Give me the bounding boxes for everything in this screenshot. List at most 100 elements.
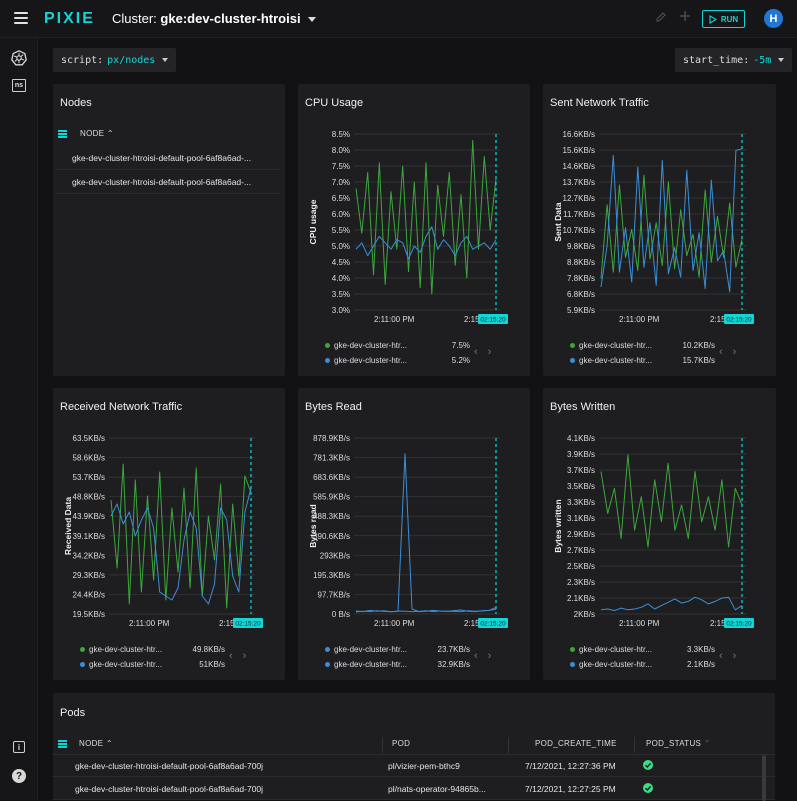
y-tick-label: 2.5KB/s (567, 562, 595, 571)
cluster-selector[interactable]: Cluster: gke:dev-cluster-htroisi (112, 11, 317, 26)
legend-dot (325, 662, 330, 668)
y-tick-label: 3.9KB/s (567, 450, 595, 459)
panel-title: Nodes (60, 97, 92, 109)
script-selector[interactable]: script: px/nodes (53, 48, 177, 72)
y-tick-label: 4.0% (332, 274, 350, 283)
legend-name: gke-dev-cluster-htr... (579, 660, 652, 670)
legend-entry[interactable]: gke-dev-cluster-htr... 5.2% (325, 356, 470, 365)
info-icon[interactable]: i (13, 741, 25, 753)
y-tick-label: 683.6KB/s (313, 473, 350, 482)
pixie-logo[interactable]: PIXIE (44, 10, 95, 27)
chevron-left-icon[interactable]: ‹ (719, 346, 733, 358)
table-row[interactable]: gke-dev-cluster-htroisi-default-pool-6af… (57, 146, 279, 170)
y-tick-label: 3.3KB/s (567, 498, 595, 507)
legend-entry[interactable]: gke-dev-cluster-htr... 3.3KB/s (570, 645, 715, 654)
legend-dot (570, 647, 575, 653)
legend-pager[interactable]: ‹› (719, 650, 746, 662)
y-axis-label: CPU usage (308, 199, 318, 244)
legend-entry[interactable]: gke-dev-cluster-htr... 23.7KB/s (325, 645, 470, 654)
legend-pager[interactable]: ‹› (719, 346, 746, 358)
start-time-selector[interactable]: start_time: -5m (675, 48, 793, 72)
column-header-pod-status[interactable]: POD_STATUS ⌃ (646, 739, 711, 748)
y-tick-label: 2KB/s (574, 610, 595, 619)
chevron-left-icon[interactable]: ‹ (474, 650, 488, 662)
cpu-usage-panel: CPU Usage 8.5% 8.0% 7.5% 7.0% 6.5% 6.0% 5.5% 5.0… (298, 84, 530, 376)
legend-entry[interactable]: gke-dev-cluster-htr... 10.2KB/s (570, 341, 715, 350)
legend-entry[interactable]: gke-dev-cluster-htr... 15.7KB/s (570, 356, 715, 365)
pods-panel: Pods NODE ⌃ POD POD_CREATE_TIME POD_STAT… (53, 693, 775, 801)
columns-icon[interactable] (58, 130, 67, 138)
legend-dot (570, 662, 575, 668)
chart-bwrite: 4.1KB/s 3.9KB/s 3.7KB/s 3.5KB/s 3.3KB/s 3.1KB… (553, 434, 754, 628)
legend-pager[interactable]: ‹› (474, 650, 501, 662)
series-line (600, 596, 743, 612)
column-header-pod[interactable]: POD (392, 739, 411, 748)
y-axis-label: Bytes read (308, 504, 318, 547)
chevron-right-icon[interactable]: › (732, 650, 747, 662)
legend-dot (570, 343, 575, 349)
column-header-node[interactable]: NODE ⌃ (79, 739, 113, 748)
top-bar: PIXIE Cluster: gke:dev-cluster-htroisi R… (0, 0, 797, 38)
series-line (355, 453, 497, 613)
chevron-right-icon[interactable]: › (487, 346, 502, 358)
legend-entry[interactable]: gke-dev-cluster-htr... 49.8KB/s (80, 645, 225, 654)
run-button[interactable]: RUN (702, 10, 745, 28)
edit-icon[interactable] (655, 11, 669, 25)
table-row[interactable]: gke-dev-cluster-htroisi-default-pool-6af… (53, 778, 775, 800)
chevron-left-icon[interactable]: ‹ (229, 650, 243, 662)
chevron-right-icon[interactable]: › (732, 346, 747, 358)
legend-pager[interactable]: ‹› (474, 346, 501, 358)
cursor-label: 02:15:20 (726, 317, 752, 324)
column-header-pod-create-time[interactable]: POD_CREATE_TIME (535, 739, 617, 748)
column-divider[interactable] (508, 737, 509, 753)
check-circle-icon (643, 760, 653, 770)
scrollbar[interactable] (762, 755, 766, 801)
column-header-node[interactable]: NODE ⌃ (80, 129, 114, 138)
y-tick-label: 7.5% (332, 162, 350, 171)
column-divider[interactable] (634, 737, 635, 753)
legend-value: 15.7KB/s (682, 356, 715, 366)
chevron-left-icon[interactable]: ‹ (719, 650, 733, 662)
columns-icon[interactable] (58, 740, 67, 748)
panel-title: Bytes Read (305, 401, 362, 413)
pod-create-time: 7/12/2021, 12:27:25 PM (525, 784, 616, 794)
legend-entry[interactable]: gke-dev-cluster-htr... 32.9KB/s (325, 660, 470, 669)
y-tick-label: 58.6KB/s (73, 454, 105, 463)
y-tick-label: 53.7KB/s (73, 473, 105, 482)
cursor-label: 02:15:20 (480, 621, 506, 628)
series-line (600, 174, 743, 279)
chevron-left-icon[interactable]: ‹ (474, 346, 488, 358)
cursor-label: 02:15:20 (480, 317, 506, 324)
legend-pager[interactable]: ‹› (229, 650, 256, 662)
table-row[interactable]: gke-dev-cluster-htroisi-default-pool-6af… (53, 755, 775, 777)
legend-name: gke-dev-cluster-htr... (89, 645, 162, 655)
help-icon[interactable]: ? (12, 769, 26, 783)
y-tick-label: 2.9KB/s (567, 530, 595, 539)
legend-entry[interactable]: gke-dev-cluster-htr... 2.1KB/s (570, 660, 715, 669)
move-icon[interactable] (679, 10, 693, 24)
chevron-right-icon[interactable]: › (242, 650, 257, 662)
y-tick-label: 488.3KB/s (313, 512, 350, 521)
legend-value: 5.2% (451, 356, 470, 366)
pods-table-header: NODE ⌃ POD POD_CREATE_TIME POD_STATUS ⌃ (53, 737, 775, 755)
kubernetes-icon[interactable] (11, 50, 27, 66)
column-divider[interactable] (382, 737, 383, 753)
y-tick-label: 2.1KB/s (567, 594, 595, 603)
chart-sent: 16.6KB/s 15.6KB/s 14.6KB/s 13.7KB/s 12.7KB/s… (553, 130, 754, 324)
y-tick-label: 5.5% (332, 226, 350, 235)
x-tick-label: 2:15 (710, 315, 726, 324)
sort-asc-icon: ⌃ (105, 739, 113, 748)
y-tick-label: 10.7KB/s (563, 226, 595, 235)
legend-entry[interactable]: gke-dev-cluster-htr... 51KB/s (80, 660, 225, 669)
y-tick-label: 3.5% (332, 290, 350, 299)
y-tick-label: 5.0% (332, 242, 350, 251)
table-row[interactable]: gke-dev-cluster-htroisi-default-pool-6af… (57, 170, 279, 194)
menu-icon[interactable] (14, 12, 28, 24)
y-tick-label: 43.9KB/s (73, 512, 105, 521)
legend-entry[interactable]: gke-dev-cluster-htr... 7.5% (325, 341, 470, 350)
x-tick-label: 2:11:00 PM (374, 619, 415, 628)
namespace-icon[interactable]: ns (12, 79, 26, 92)
avatar[interactable]: H (764, 9, 783, 28)
chevron-right-icon[interactable]: › (487, 650, 502, 662)
y-tick-label: 24.4KB/s (73, 590, 105, 599)
